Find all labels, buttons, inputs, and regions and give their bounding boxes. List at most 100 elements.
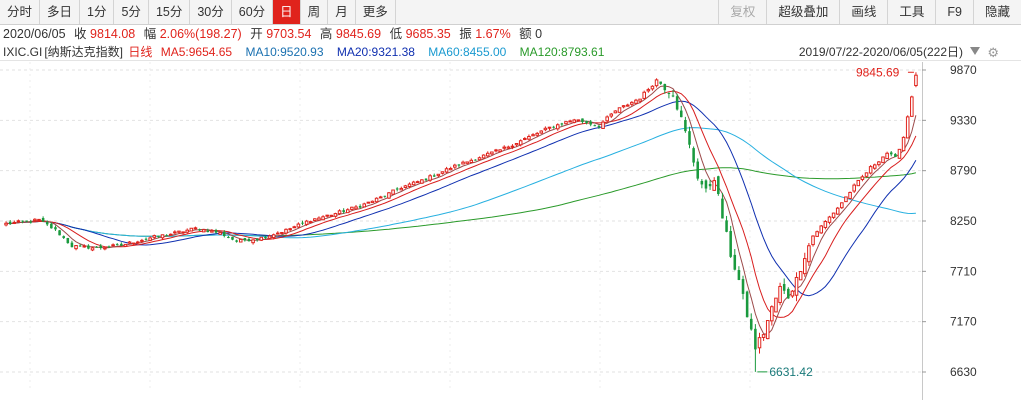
candle-body	[201, 229, 206, 233]
candle-body	[860, 176, 865, 181]
candle-body	[749, 318, 753, 330]
ma120-label: MA120:8793.61	[519, 45, 605, 59]
candle-body	[358, 205, 362, 208]
candle-body	[474, 159, 477, 161]
candle-body	[754, 328, 757, 350]
dropdown-arrow-icon[interactable]	[970, 47, 980, 55]
candle-body	[757, 337, 762, 349]
candle-body	[193, 227, 198, 230]
candle-body	[679, 110, 683, 118]
date-range: 2019/07/22-2020/06/05(222日)	[798, 45, 963, 59]
tab-fenshi[interactable]: 分时	[0, 0, 41, 24]
tab-15min[interactable]: 15分	[149, 0, 191, 24]
candle-body	[185, 229, 189, 233]
candle-body	[317, 217, 321, 221]
ma120-line	[6, 167, 917, 237]
candle-body	[99, 245, 103, 249]
candle-body	[259, 236, 264, 241]
candle-body	[222, 231, 226, 237]
candle-body	[745, 291, 749, 318]
candle-body	[247, 239, 251, 242]
candle-body	[823, 221, 828, 228]
tab-30min[interactable]: 30分	[190, 0, 232, 24]
tab-60min[interactable]: 60分	[232, 0, 274, 24]
candle-body	[897, 148, 902, 159]
candle-body	[729, 230, 732, 257]
candle-body	[803, 258, 807, 275]
amplitude-label: 振	[459, 27, 472, 41]
candle-body	[477, 157, 482, 161]
high-label: 高	[319, 27, 333, 41]
tools-button[interactable]: 工具	[887, 0, 935, 24]
hide-button[interactable]: 隐藏	[972, 0, 1021, 24]
tab-1min[interactable]: 1分	[80, 0, 115, 24]
candlestick-chart[interactable]: 9870 9330 8790 8250 7710 7170 6630 9845.69 6631.…	[0, 62, 1021, 400]
candle-body	[457, 164, 461, 166]
candle-body	[177, 230, 181, 233]
candle-body	[8, 221, 12, 224]
tab-5min[interactable]: 5分	[114, 0, 149, 24]
candle-body	[576, 119, 581, 122]
candle-body	[543, 127, 548, 131]
candle-body	[659, 81, 662, 84]
tab-more[interactable]: 更多	[356, 0, 396, 24]
candle-body	[95, 246, 98, 248]
tab-month[interactable]: 月	[328, 0, 356, 24]
candle-body	[428, 175, 432, 181]
candle-body	[12, 221, 17, 224]
candle-body	[189, 227, 194, 232]
overlay-button[interactable]: 超级叠加	[766, 0, 839, 24]
candle-body	[885, 152, 889, 160]
low-annotation: 6631.42	[769, 365, 813, 379]
candle-body	[152, 235, 157, 238]
tab-week[interactable]: 周	[301, 0, 329, 24]
toolbar: 分时 多日 1分 5分 15分 30分 60分 日 周 月 更多 复权 超级叠加…	[0, 0, 1021, 25]
candle-body	[333, 213, 338, 217]
candle-body	[276, 232, 280, 235]
draw-line-button[interactable]: 画线	[839, 0, 887, 24]
candle-body	[630, 101, 634, 105]
fuquan-button[interactable]: 复权	[718, 0, 766, 24]
candle-body	[366, 201, 371, 204]
candle-body	[894, 153, 897, 157]
candle-body	[717, 176, 720, 194]
candle-body	[688, 131, 691, 145]
candle-body	[337, 210, 342, 215]
candle-body	[807, 245, 811, 263]
change-label: 幅	[143, 27, 157, 41]
candle-body	[136, 241, 140, 244]
candle-body	[741, 279, 745, 294]
open-label: 开	[250, 27, 263, 41]
candle-body	[469, 159, 474, 163]
candle-body	[66, 238, 70, 244]
candle-body	[90, 247, 95, 251]
candle-body	[168, 233, 173, 236]
candle-body	[506, 146, 511, 149]
candle-body	[210, 230, 214, 233]
high-value: 9845.69	[335, 27, 382, 41]
candle-body	[782, 284, 786, 291]
candle-body	[123, 243, 128, 247]
gear-icon[interactable]: ⚙	[987, 45, 999, 60]
candle-body	[700, 180, 704, 185]
y-tick-label: 9330	[950, 113, 977, 127]
candle-body	[774, 297, 778, 313]
candle-body	[872, 164, 877, 169]
candle-body	[70, 242, 74, 248]
candle-body	[37, 218, 41, 221]
candle-body	[835, 207, 840, 215]
candle-body	[54, 227, 57, 230]
candle-body	[868, 166, 873, 174]
candle-body	[794, 276, 799, 296]
tab-day[interactable]: 日	[273, 0, 301, 24]
candle-body	[62, 236, 65, 238]
tab-multi-day[interactable]: 多日	[40, 0, 81, 24]
f9-button[interactable]: F9	[935, 0, 973, 24]
candle-body	[848, 191, 852, 199]
symbol-code[interactable]: IXIC.GI	[3, 45, 43, 59]
candle-body	[581, 118, 584, 123]
candle-body	[346, 209, 350, 214]
candle-body	[585, 120, 588, 124]
candle-body	[852, 184, 856, 192]
quote-bar: 2020/06/05 收 9814.08 幅 2.06%(198.27) 开 9…	[0, 25, 1021, 44]
